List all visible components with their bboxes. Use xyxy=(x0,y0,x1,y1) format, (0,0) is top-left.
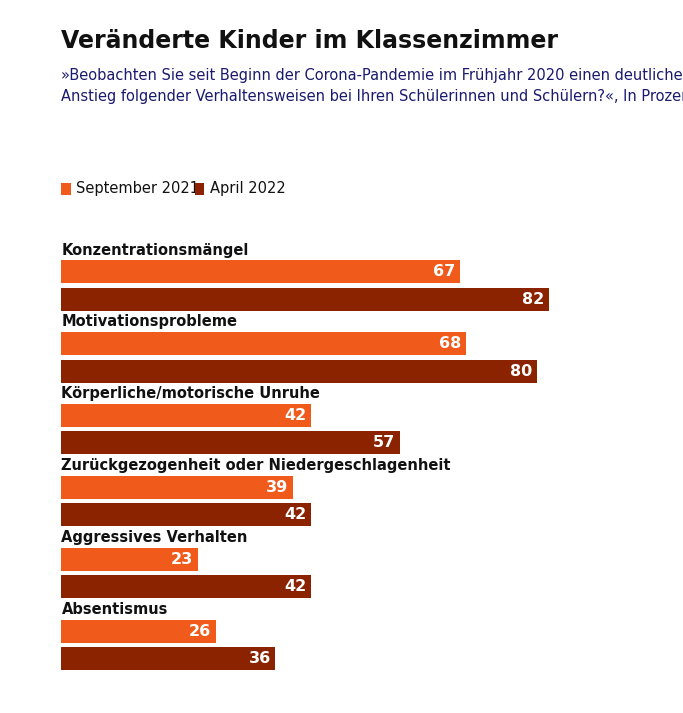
Bar xyxy=(61,359,537,383)
Bar xyxy=(61,332,466,355)
Text: Zurückgezogenheit oder Niedergeschlagenheit: Zurückgezogenheit oder Niedergeschlagenh… xyxy=(61,458,451,473)
Text: 80: 80 xyxy=(510,364,532,379)
Text: Körperliche/motorische Unruhe: Körperliche/motorische Unruhe xyxy=(61,386,320,401)
Text: Veränderte Kinder im Klassenzimmer: Veränderte Kinder im Klassenzimmer xyxy=(61,29,559,53)
Text: 36: 36 xyxy=(249,651,270,666)
Bar xyxy=(61,575,311,598)
Text: 42: 42 xyxy=(284,508,306,523)
Text: September 2021: September 2021 xyxy=(76,181,199,197)
Text: 42: 42 xyxy=(284,579,306,594)
Bar xyxy=(61,548,198,571)
Bar xyxy=(61,431,400,454)
Text: 39: 39 xyxy=(266,480,288,495)
Text: »Beobachten Sie seit Beginn der Corona-Pandemie im Frühjahr 2020 einen deutliche: »Beobachten Sie seit Beginn der Corona-P… xyxy=(61,68,683,83)
Text: Absentismus: Absentismus xyxy=(61,602,168,617)
Bar xyxy=(61,288,548,311)
Text: 82: 82 xyxy=(522,292,544,307)
Bar xyxy=(61,260,460,284)
Text: 26: 26 xyxy=(189,624,211,639)
Text: Motivationsprobleme: Motivationsprobleme xyxy=(61,314,238,329)
Text: 57: 57 xyxy=(373,436,395,451)
Bar xyxy=(61,647,275,670)
Text: April 2022: April 2022 xyxy=(210,181,285,197)
Text: 68: 68 xyxy=(438,337,461,352)
Bar xyxy=(61,620,216,642)
Text: 67: 67 xyxy=(432,265,455,279)
Text: 42: 42 xyxy=(284,408,306,424)
Text: 23: 23 xyxy=(171,552,193,567)
Bar xyxy=(61,476,293,499)
Bar xyxy=(61,503,311,526)
Text: Anstieg folgender Verhaltensweisen bei Ihren Schülerinnen und Schülern?«, In Pro: Anstieg folgender Verhaltensweisen bei I… xyxy=(61,89,683,104)
Text: Konzentrationsmängel: Konzentrationsmängel xyxy=(61,242,249,257)
Text: Aggressives Verhalten: Aggressives Verhalten xyxy=(61,530,248,545)
Bar xyxy=(61,404,311,427)
